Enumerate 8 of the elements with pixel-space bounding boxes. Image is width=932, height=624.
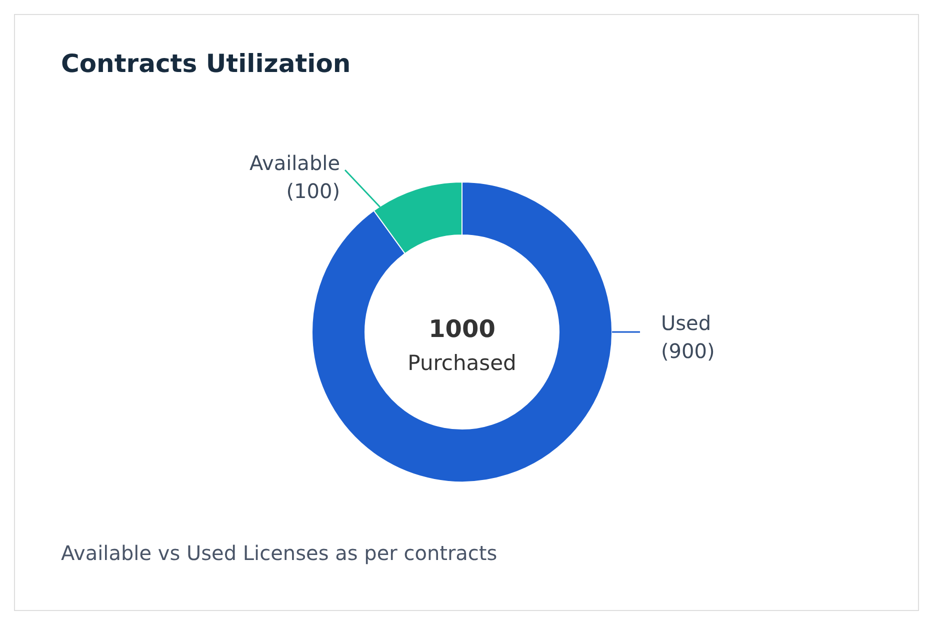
text: 1000 (428, 315, 496, 343)
chart-title: Contracts Utilization (61, 49, 351, 78)
text: Available vs Used Licenses as per contracts (61, 541, 498, 565)
slice-label: Used (661, 311, 712, 335)
slice-label: Available (249, 151, 340, 175)
text: Purchased (408, 351, 516, 375)
data-label: (900) (661, 339, 715, 363)
data-label: (100) (286, 179, 340, 203)
